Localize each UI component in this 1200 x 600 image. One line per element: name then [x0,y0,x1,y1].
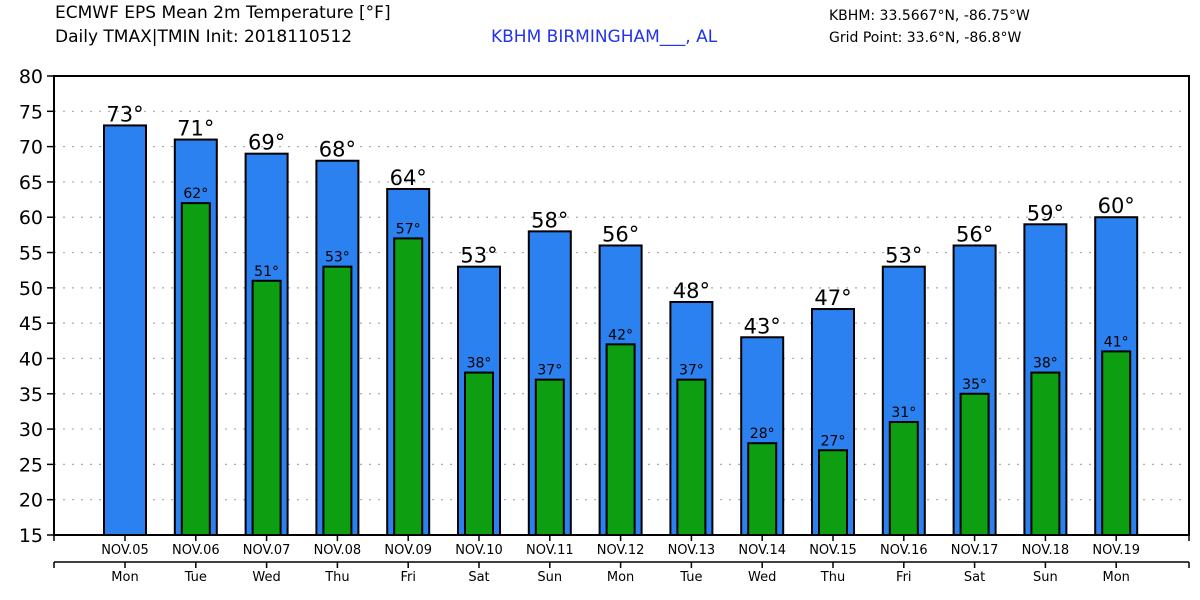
tmin-bar [605,343,636,537]
tmax-label: 60° [1098,194,1135,218]
tmax-bar [103,124,147,537]
tmin-label: 41° [1104,334,1129,350]
tmin-bar [534,378,565,536]
tmax-label: 58° [531,208,568,232]
tmax-label: 59° [1027,201,1064,225]
tmax-label: 69° [248,131,285,155]
y-tick-label: 50 [19,278,43,300]
tmin-label: 53° [325,250,350,266]
tmin-label: 37° [679,363,704,379]
tmax-label: 47° [814,286,851,310]
tmin-label: 62° [183,186,208,202]
chart-subtitle: Daily TMAX|TMIN Init: 2018110512 [55,27,353,47]
tmin-bar [888,421,919,536]
tmax-label: 71° [177,117,214,141]
x-weekday-label: Thu [820,570,845,585]
x-date-label: NOV.11 [526,543,574,558]
x-weekday-label: Fri [896,570,912,585]
tmin-label: 27° [821,433,846,449]
y-tick-label: 60 [19,207,43,229]
station-name: KBHM BIRMINGHAM___, AL [491,27,718,47]
plot-frame [53,75,1190,536]
tmin-bar [1101,350,1132,536]
tmax-label: 53° [885,244,922,268]
tmin-bar [959,392,990,536]
y-tick-label: 20 [19,490,43,512]
tmin-label: 35° [962,377,987,393]
tmin-bar [251,279,282,536]
tmin-label: 31° [891,405,916,421]
y-tick-label: 55 [19,243,43,265]
y-tick-label: 30 [19,419,43,441]
tmax-label: 68° [319,138,356,162]
x-date-label: NOV.15 [809,543,857,558]
x-weekday-label: Tue [679,570,702,585]
y-tick-label: 15 [19,525,43,547]
x-weekday-label: Fri [400,570,416,585]
grid-point-coordinates: Grid Point: 33.6°N, -86.8°W [829,30,1022,46]
tmin-label: 42° [608,327,633,343]
data-labels: 73° 71° 62° 69° 51° 68° 53° 64° 57° 53° 38° 58° 37° 5… [106,102,1134,449]
x-date-label: NOV.06 [172,543,220,558]
x-weekday-label: Mon [1102,570,1129,585]
tmax-label: 56° [602,222,639,246]
y-tick-label: 70 [19,137,43,159]
y-tick-label: 80 [19,66,43,88]
tmax-label: 53° [460,244,497,268]
tmin-bar [464,371,494,537]
x-date-label: NOV.19 [1092,543,1140,558]
tmin-label: 28° [750,426,775,442]
station-coordinates: KBHM: 33.5667°N, -86.75°W [829,8,1030,24]
x-date-label: NOV.09 [384,543,432,558]
x-date-label: NOV.13 [668,543,716,558]
tmax-label: 43° [744,314,781,338]
x-weekday-label: Mon [111,570,138,585]
tmin-label: 37° [537,363,562,379]
y-tick-label: 75 [19,101,43,123]
chart-title: ECMWF EPS Mean 2m Temperature [°F] [55,3,391,23]
tmin-bar [393,237,424,537]
x-weekday-label: Sun [537,570,562,585]
x-weekday-label: Wed [748,570,776,585]
y-tick-label: 45 [19,313,43,335]
tmin-bar [676,378,707,536]
x-date-label: NOV.18 [1022,543,1070,558]
tmin-bar [818,449,848,536]
bars [103,124,1139,537]
x-date-label: NOV.16 [880,543,928,558]
y-tick-label: 25 [19,454,43,476]
tmax-label: 64° [390,166,427,190]
x-weekday-label: Sun [1033,570,1058,585]
x-date-label: NOV.17 [951,543,999,558]
tmin-bar [1030,371,1061,537]
tmax-label: 48° [673,279,710,303]
y-tick-label: 35 [19,384,43,406]
axes: 15 20 25 30 35 40 45 50 55 60 65 70 75 80 NOV.05 Mon NOV… [19,66,1190,585]
tmin-bar [747,442,778,537]
x-date-label: NOV.05 [101,543,149,558]
tmin-label: 38° [1033,356,1058,372]
x-date-label: NOV.10 [455,543,503,558]
x-weekday-label: Thu [324,570,349,585]
x-date-label: NOV.07 [243,543,291,558]
y-tick-label: 40 [19,348,43,370]
y-tick-label: 65 [19,172,43,194]
tmin-bar [180,202,211,536]
x-date-label: NOV.14 [738,543,786,558]
tmin-label: 57° [396,221,421,237]
tmin-label: 38° [467,356,492,372]
tmax-label: 56° [956,222,993,246]
x-weekday-label: Sat [964,570,985,585]
x-date-label: NOV.12 [597,543,645,558]
tmin-bar [322,265,353,536]
x-weekday-label: Tue [184,570,207,585]
x-weekday-label: Wed [252,570,280,585]
tmin-label: 51° [254,264,279,280]
x-weekday-label: Sat [468,570,489,585]
x-date-label: NOV.08 [314,543,362,558]
tmax-label: 73° [106,102,143,126]
x-weekday-label: Mon [607,570,634,585]
